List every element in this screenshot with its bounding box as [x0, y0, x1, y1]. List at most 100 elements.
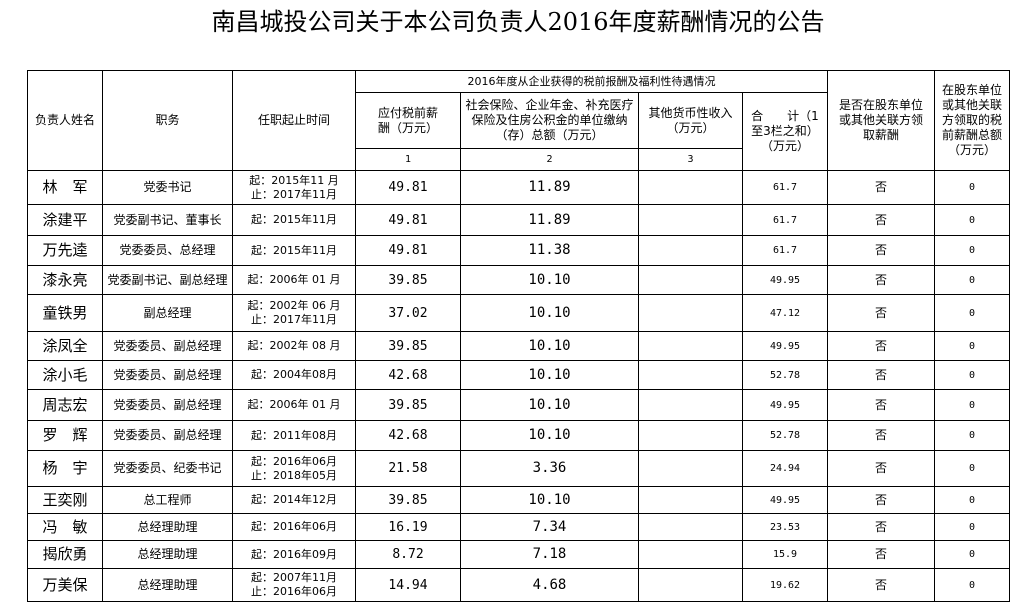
term-start: 起：2014年12月 — [251, 493, 337, 506]
cell-insurance: 11.38 — [460, 235, 639, 266]
cell-shareholder: 否 — [827, 540, 935, 569]
cell-other-income — [638, 170, 743, 205]
cell-insurance: 11.89 — [460, 204, 639, 236]
cell-pay: 39.85 — [355, 389, 461, 421]
table-row: 万先逵 党委委员、总经理 起：2015年11月 49.81 11.38 61.7 否 0 — [27, 235, 1010, 266]
header-position: 职务 — [102, 70, 233, 171]
cell-insurance: 10.10 — [460, 389, 639, 421]
cell-name: 罗 辉 — [27, 420, 103, 451]
cell-total: 49.95 — [742, 331, 828, 361]
cell-insurance: 10.10 — [460, 294, 639, 332]
cell-other-pay: 0 — [934, 450, 1010, 487]
cell-name: 万先逵 — [27, 235, 103, 266]
table-row: 林 军党委书记 起：2015年11 月止：2017年11月 49.81 11.89 61… — [27, 170, 1010, 205]
cell-position: 党委委员、副总经理 — [102, 331, 233, 361]
table-row: 揭欣勇 总经理助理 起：2016年09月 8.72 7.18 15.9 否 0 — [27, 540, 1010, 569]
cell-other-pay: 0 — [934, 204, 1010, 236]
cell-name: 涂凤全 — [27, 331, 103, 361]
cell-name: 童铁男 — [27, 294, 103, 332]
cell-pay: 8.72 — [355, 540, 461, 569]
cell-position: 党委委员、总经理 — [102, 235, 233, 266]
cell-other-pay: 0 — [934, 170, 1010, 205]
cell-term: 起：2016年06月 — [232, 513, 356, 541]
cell-term: 起：2006年 01 月 — [232, 389, 356, 421]
cell-position: 党委委员、副总经理 — [102, 420, 233, 451]
term-end: 止：2018年05月 — [251, 468, 337, 482]
cell-other-pay: 0 — [934, 360, 1010, 390]
cell-shareholder: 否 — [827, 513, 935, 541]
header-shareholder: 是否在股东单位或其他关联方领取薪酬 — [827, 70, 935, 171]
cell-position: 总经理助理 — [102, 568, 233, 602]
cell-term: 起：2002年 08 月 — [232, 331, 356, 361]
salary-table: 负责人姓名 职务 任职起止时间 2016年度从企业获得的税前报酬及福利性待遇情况… — [27, 70, 1010, 602]
term-start: 起：2006年 01 月 — [247, 273, 341, 286]
cell-pay: 49.81 — [355, 204, 461, 236]
cell-insurance: 7.18 — [460, 540, 639, 569]
cell-insurance: 10.10 — [460, 420, 639, 451]
header-col3: 其他货币性收入（万元） — [638, 92, 743, 149]
cell-insurance: 7.34 — [460, 513, 639, 541]
cell-name: 漆永亮 — [27, 265, 103, 295]
cell-other-income — [638, 235, 743, 266]
cell-shareholder: 否 — [827, 331, 935, 361]
cell-name: 冯 敏 — [27, 513, 103, 541]
table-row: 童铁男 副总经理 起：2002年 06 月止：2017年11月 37.02 10.10 4… — [27, 294, 1010, 332]
cell-term: 起：2004年08月 — [232, 360, 356, 390]
cell-term: 起：2015年11月 — [232, 235, 356, 266]
cell-shareholder: 否 — [827, 294, 935, 332]
cell-term: 起：2002年 06 月止：2017年11月 — [232, 294, 356, 332]
cell-shareholder: 否 — [827, 450, 935, 487]
cell-position: 总经理助理 — [102, 513, 233, 541]
cell-term: 起：2015年11 月止：2017年11月 — [232, 170, 356, 205]
term-start: 起：2004年08月 — [251, 368, 337, 381]
cell-total: 49.95 — [742, 486, 828, 514]
cell-other-pay: 0 — [934, 265, 1010, 295]
cell-other-pay: 0 — [934, 331, 1010, 361]
cell-other-pay: 0 — [934, 420, 1010, 451]
cell-position: 党委委员、副总经理 — [102, 360, 233, 390]
cell-name: 揭欣勇 — [27, 540, 103, 569]
table-row: 周志宏 党委委员、副总经理 起：2006年 01 月 39.85 10.10 49.95 否… — [27, 389, 1010, 421]
cell-name: 周志宏 — [27, 389, 103, 421]
cell-position: 党委副书记、副总经理 — [102, 265, 233, 295]
cell-insurance: 10.10 — [460, 360, 639, 390]
term-start: 起：2011年08月 — [251, 428, 337, 442]
cell-total: 23.53 — [742, 513, 828, 541]
cell-pay: 39.85 — [355, 265, 461, 295]
cell-total: 49.95 — [742, 389, 828, 421]
cell-term: 起：2006年 01 月 — [232, 265, 356, 295]
cell-other-income — [638, 450, 743, 487]
header-col3-number: 3 — [638, 148, 743, 171]
cell-position: 副总经理 — [102, 294, 233, 332]
cell-pay: 39.85 — [355, 486, 461, 514]
cell-other-income — [638, 265, 743, 295]
term-end: 止：2017年11月 — [251, 313, 337, 326]
term-start: 起：2016年06月 — [251, 520, 337, 533]
cell-shareholder: 否 — [827, 568, 935, 602]
cell-total: 61.7 — [742, 204, 828, 236]
cell-name: 杨 宇 — [27, 450, 103, 487]
cell-total: 61.7 — [742, 235, 828, 266]
cell-pay: 21.58 — [355, 450, 461, 487]
cell-term: 起：2016年06月 止：2018年05月 — [232, 450, 356, 487]
cell-shareholder: 否 — [827, 235, 935, 266]
cell-shareholder: 否 — [827, 486, 935, 514]
cell-shareholder: 否 — [827, 204, 935, 236]
cell-shareholder: 否 — [827, 389, 935, 421]
header-total: 合 计（1至3栏之和）（万元） — [742, 92, 828, 171]
page-title: 南昌城投公司关于本公司负责人2016年度薪酬情况的公告 — [211, 8, 825, 36]
table-row: 漆永亮 党委副书记、副总经理 起：2006年 01 月 39.85 10.10 49.95… — [27, 265, 1010, 295]
cell-total: 61.7 — [742, 170, 828, 205]
header-other-pay: 在股东单位或其他关联方领取的税前薪酬总额（万元） — [934, 70, 1010, 171]
cell-insurance: 10.10 — [460, 486, 639, 514]
header-col2: 社会保险、企业年金、补充医疗保险及住房公积金的单位缴纳（存）总额（万元） — [460, 92, 639, 149]
cell-pay: 16.19 — [355, 513, 461, 541]
term-end: 止：2017年11月 — [251, 187, 337, 201]
cell-insurance: 11.89 — [460, 170, 639, 205]
cell-other-pay: 0 — [934, 513, 1010, 541]
term-start: 起：2002年 08 月 — [247, 339, 341, 352]
cell-term: 起：2007年11月 止：2016年06月 — [232, 568, 356, 602]
cell-term: 起：2015年11月 — [232, 204, 356, 236]
cell-total: 52.78 — [742, 420, 828, 451]
cell-insurance: 10.10 — [460, 265, 639, 295]
